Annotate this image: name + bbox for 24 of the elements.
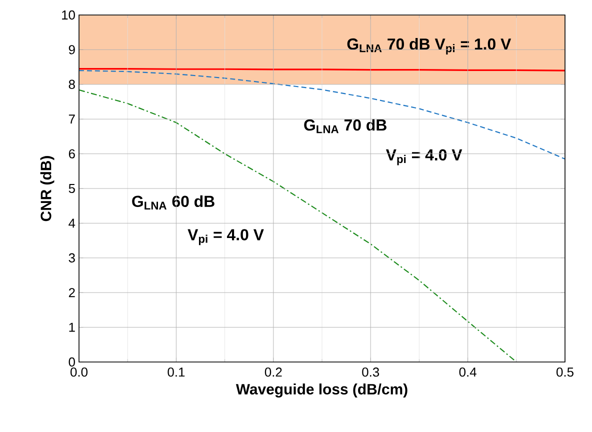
x-tick-label: 0.4 bbox=[459, 368, 476, 377]
annotation: G$_{LNA}$ 70 dB bbox=[304, 118, 386, 134]
x-axis-title: Waveguide loss (dB/cm) bbox=[236, 384, 408, 398]
y-tick-label: 8 bbox=[68, 80, 75, 89]
y-tick-label: 0 bbox=[68, 357, 75, 367]
x-tick-label: 0.3 bbox=[362, 368, 380, 377]
annotation: V$_{pi}$ = 4.0 V bbox=[386, 149, 462, 166]
x-tick-label: 0.5 bbox=[556, 368, 574, 377]
y-tick-label: 4 bbox=[68, 218, 76, 228]
x-tick-label: 0.0 bbox=[70, 368, 88, 377]
y-axis-title: CNR (dB) bbox=[40, 156, 54, 222]
annotation: G$_{LNA}$ 70 dB V$_{pi}$ = 1.0 V bbox=[347, 38, 512, 54]
annotation: G$_{LNA}$ 60 dB bbox=[132, 195, 214, 210]
y-tick-label: 3 bbox=[68, 253, 75, 262]
y-tick-label: 2 bbox=[68, 288, 75, 298]
y-tick-label: 10 bbox=[62, 10, 75, 20]
y-tick-label: 6 bbox=[68, 149, 75, 158]
x-tick-label: 0.1 bbox=[168, 368, 185, 377]
x-tick-label: 0.2 bbox=[264, 368, 282, 377]
y-tick-label: 1 bbox=[69, 322, 75, 332]
y-tick-label: 7 bbox=[68, 114, 75, 124]
y-tick-label: 5 bbox=[68, 184, 75, 194]
y-tick-label: 9 bbox=[68, 45, 75, 54]
annotation: V$_{pi}$ = 4.0 V bbox=[188, 229, 264, 246]
